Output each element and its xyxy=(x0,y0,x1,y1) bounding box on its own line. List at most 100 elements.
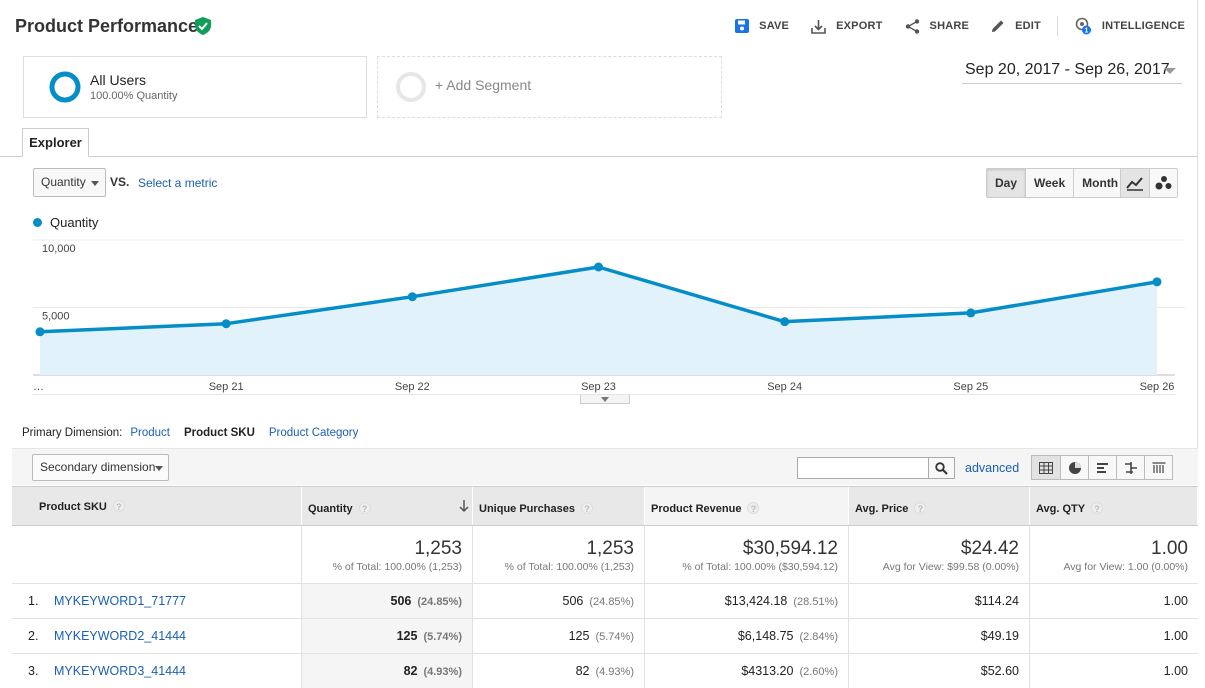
column-header-product-sku[interactable]: Product SKU? xyxy=(12,487,302,525)
sku-cell: 2. MYKEYWORD2_41444 xyxy=(12,619,302,653)
intelligence-label: INTELLIGENCE xyxy=(1101,20,1185,32)
data-view-button[interactable] xyxy=(1032,456,1060,479)
advanced-filter-link[interactable]: advanced xyxy=(965,461,1020,475)
export-icon xyxy=(811,19,826,34)
totals-cell: 1,253 % of Total: 100.00% (1,253) xyxy=(302,526,473,583)
add-segment-button[interactable]: + Add Segment xyxy=(377,56,722,118)
x-tick-label: … xyxy=(33,381,44,393)
help-icon[interactable]: ? xyxy=(1091,502,1104,514)
search-icon xyxy=(935,461,948,475)
chevron-down-icon xyxy=(155,466,163,471)
sku-link[interactable]: MYKEYWORD3_41444 xyxy=(54,664,187,678)
chart-legend: Quantity xyxy=(33,215,98,230)
chart-collapse-handle[interactable] xyxy=(580,395,630,404)
column-label: Unique Purchases xyxy=(479,503,575,515)
avg-price-cell: $52.60 xyxy=(849,654,1030,688)
total-value: $24.42 xyxy=(960,538,1019,559)
segment-ring-icon xyxy=(49,71,81,103)
x-tick-label: Sep 26 xyxy=(1140,381,1175,393)
search-button[interactable] xyxy=(929,457,955,479)
quantity-cell: 82 (4.93%) xyxy=(302,654,473,688)
secondary-dimension-select[interactable]: Secondary dimension xyxy=(32,454,169,481)
avg-qty-value: 1.00 xyxy=(1163,629,1188,643)
avg-price-cell: $49.19 xyxy=(849,619,1030,653)
unique-pct: (5.74%) xyxy=(595,631,634,643)
intelligence-button[interactable]: 1 INTELLIGENCE xyxy=(1074,17,1185,35)
y-tick-label: 5,000 xyxy=(42,311,70,323)
period-day-button[interactable]: Day xyxy=(987,169,1026,197)
table-header-row: Product SKU? Quantity? Unique Purchases?… xyxy=(12,486,1198,526)
quantity-value: 506 xyxy=(390,594,412,608)
revenue-value: $4313.20 xyxy=(741,664,794,678)
edit-button[interactable]: EDIT xyxy=(991,19,1041,33)
pivot-icon xyxy=(1152,461,1165,473)
save-label: SAVE xyxy=(759,20,790,32)
dimension-product[interactable]: Product xyxy=(130,427,170,439)
line-chart-icon xyxy=(1126,177,1143,191)
table-row: 2. MYKEYWORD2_41444 125 (5.74%) 125 (5.74%… xyxy=(12,619,1198,654)
revenue-pct: (2.60%) xyxy=(799,666,838,678)
x-tick-label: Sep 23 xyxy=(581,381,616,393)
performance-view-button[interactable] xyxy=(1088,456,1116,479)
total-sub: % of Total: 100.00% (1,253) xyxy=(332,561,462,573)
help-icon[interactable]: ? xyxy=(358,502,371,514)
data-point xyxy=(221,319,231,329)
sku-link[interactable]: MYKEYWORD2_41444 xyxy=(54,629,187,643)
save-button[interactable]: SAVE xyxy=(735,19,789,33)
export-button[interactable]: EXPORT xyxy=(811,19,882,34)
avg-price-value: $52.60 xyxy=(980,664,1019,678)
column-header-product-revenue[interactable]: Product Revenue? xyxy=(645,487,849,525)
column-header-avg-price[interactable]: Avg. Price? xyxy=(849,487,1030,525)
page-title: Product Performance xyxy=(15,16,199,36)
select-metric-link[interactable]: Select a metric xyxy=(138,176,218,190)
total-sub: % of Total: 100.00% ($30,594.12) xyxy=(682,561,838,573)
column-header-avg-qty[interactable]: Avg. QTY? xyxy=(1030,487,1198,525)
line-chart-button[interactable] xyxy=(1121,169,1149,197)
x-tick-label: Sep 21 xyxy=(209,381,244,393)
sku-link[interactable]: MYKEYWORD1_71777 xyxy=(54,594,187,608)
totals-cell: 1.00 Avg for View: 1.00 (0.00%) xyxy=(1030,526,1198,583)
dimension-product-category[interactable]: Product Category xyxy=(268,427,359,439)
help-icon[interactable]: ? xyxy=(580,502,593,514)
period-month-button[interactable]: Month xyxy=(1073,169,1127,197)
edit-label: EDIT xyxy=(1015,20,1041,32)
chart-type-toggle xyxy=(1120,168,1178,198)
total-value: 1.00 xyxy=(1151,538,1188,559)
revenue-cell: $4313.20 (2.60%) xyxy=(645,654,849,688)
unique-purchases-cell: 506 (24.85%) xyxy=(473,584,645,618)
help-icon[interactable]: ? xyxy=(914,502,927,514)
comparison-icon xyxy=(1124,461,1137,474)
share-icon xyxy=(905,18,919,34)
pivot-view-button[interactable] xyxy=(1144,456,1172,479)
primary-dimension-label: Primary Dimension: xyxy=(22,427,123,439)
row-index: 1. xyxy=(28,594,39,608)
sku-cell: 3. MYKEYWORD3_41444 xyxy=(12,654,302,688)
unique-value: 125 xyxy=(568,629,590,643)
segment-all-users[interactable]: All Users 100.00% Quantity xyxy=(23,56,367,118)
motion-chart-button[interactable] xyxy=(1149,169,1177,197)
avg-qty-value: 1.00 xyxy=(1163,664,1188,678)
y-tick-label: 10,000 xyxy=(42,243,76,255)
totals-cell: 1,253 % of Total: 100.00% (1,253) xyxy=(473,526,645,583)
quantity-pct: (24.85%) xyxy=(417,596,462,608)
legend-dot xyxy=(33,218,42,227)
segment-name: All Users xyxy=(90,72,147,88)
unique-pct: (24.85%) xyxy=(589,596,634,608)
help-icon[interactable]: ? xyxy=(112,500,125,512)
avg-qty-value: 1.00 xyxy=(1163,594,1188,608)
column-header-unique-purchases[interactable]: Unique Purchases? xyxy=(473,487,645,525)
dimension-product-sku[interactable]: Product SKU xyxy=(183,427,255,439)
column-label: Avg. Price xyxy=(855,503,909,515)
column-header-quantity[interactable]: Quantity? xyxy=(302,487,473,525)
date-range-picker[interactable]: Sep 20, 2017 - Sep 26, 2017 xyxy=(962,60,1182,84)
primary-dimension-bar: Primary Dimension: Product Product SKU P… xyxy=(22,427,372,439)
table-search-input[interactable] xyxy=(797,457,929,479)
pencil-icon xyxy=(992,20,1004,32)
comparison-view-button[interactable] xyxy=(1116,456,1144,479)
tab-explorer[interactable]: Explorer xyxy=(22,128,89,157)
help-icon[interactable]: ? xyxy=(747,502,760,514)
percentage-view-button[interactable] xyxy=(1060,456,1088,479)
period-week-button[interactable]: Week xyxy=(1025,169,1074,197)
metric-select[interactable]: Quantity xyxy=(33,168,106,197)
share-button[interactable]: SHARE xyxy=(905,18,970,34)
